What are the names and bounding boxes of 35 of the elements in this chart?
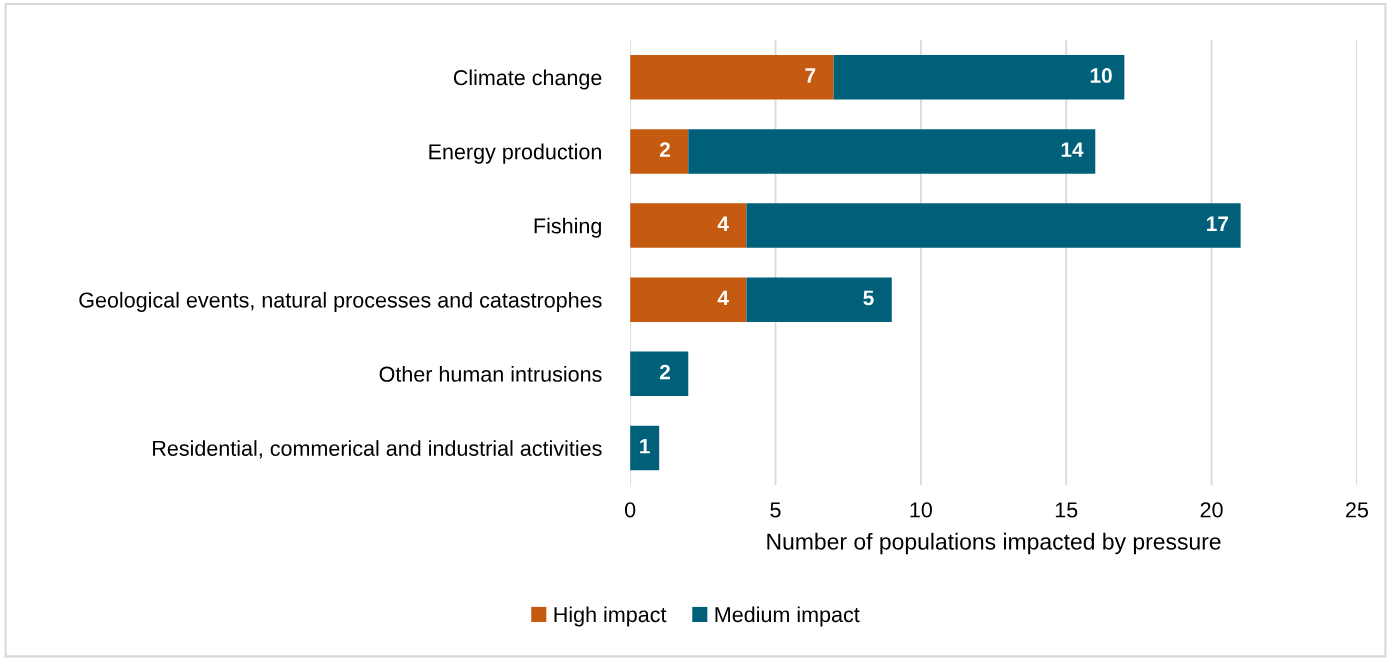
x-tick-label: 25	[1346, 502, 1368, 518]
y-tick-label: Climate change	[453, 69, 602, 90]
data-label: 10	[1090, 68, 1112, 83]
y-tick-label: Other human intrusions	[379, 366, 602, 382]
y-tick-label: Fishing	[534, 217, 601, 238]
bar	[630, 277, 747, 322]
bar	[746, 203, 1241, 248]
y-tick-label: Energy production	[429, 143, 601, 164]
data-label: 14	[1061, 142, 1084, 157]
data-label: 4	[717, 216, 729, 231]
bar	[630, 203, 747, 248]
bar	[630, 351, 689, 397]
bar	[630, 55, 834, 100]
data-label: 4	[717, 290, 729, 306]
data-label: 1	[640, 439, 650, 454]
bar	[746, 277, 892, 322]
x-tick-label: 15	[1055, 502, 1078, 518]
x-tick-label: 20	[1200, 502, 1223, 518]
bar	[833, 55, 1125, 100]
legend-label: High impact	[554, 606, 667, 627]
data-label: 17	[1207, 216, 1229, 231]
y-tick-label: Residential, commerical and industrial activities	[153, 440, 602, 459]
bar	[688, 129, 1096, 174]
data-label: 2	[659, 142, 670, 157]
data-label: 2	[659, 364, 670, 380]
x-axis-title: Number of populations impacted by pressure	[767, 532, 1221, 555]
x-tick-label: 0	[624, 502, 636, 518]
data-label: 5	[863, 290, 874, 306]
bar	[630, 129, 689, 174]
bar	[630, 425, 660, 471]
x-tick-label: 10	[910, 502, 932, 518]
legend-label: Medium impact	[715, 606, 860, 627]
x-tick-label: 5	[770, 502, 781, 518]
data-label: 7	[805, 68, 816, 83]
y-tick-label: Geological events, natural processes and catastrophes	[79, 291, 602, 312]
